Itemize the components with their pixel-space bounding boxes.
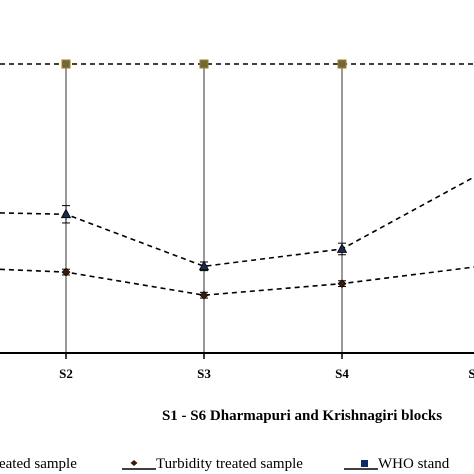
- legend-label-3: WHO stand: [378, 456, 450, 472]
- x-axis-label: S1 - S6 Dharmapuri and Krishnagiri block…: [162, 408, 442, 424]
- marker-diamond: [337, 279, 347, 289]
- marker-triangle: [60, 208, 72, 219]
- series-line-1: [0, 266, 474, 297]
- series-line-0: [0, 176, 474, 268]
- legend-label-2: Turbidity treated sample: [156, 456, 303, 472]
- marker-triangle: [336, 243, 348, 253]
- legend-marker-square: [361, 460, 368, 467]
- legend: reated sample Turbidity treated sample WHO…: [0, 456, 450, 472]
- legend-marker-diamond: [130, 460, 138, 466]
- x-tick-label: S2: [59, 366, 73, 381]
- x-tick-labels: S2 S3 S4 S: [59, 366, 474, 381]
- marker-square: [337, 59, 347, 69]
- x-axis: [0, 352, 474, 359]
- x-tick-label: S4: [335, 366, 349, 381]
- x-tick-label: S: [468, 366, 474, 381]
- marker-diamond: [199, 290, 209, 300]
- marker-square: [199, 59, 209, 69]
- marker-square: [61, 59, 71, 69]
- plot-area: [0, 59, 474, 353]
- marker-diamond: [61, 267, 71, 277]
- x-tick-label: S3: [197, 366, 211, 381]
- legend-label-1: reated sample: [0, 456, 77, 472]
- marker-triangle: [198, 260, 210, 271]
